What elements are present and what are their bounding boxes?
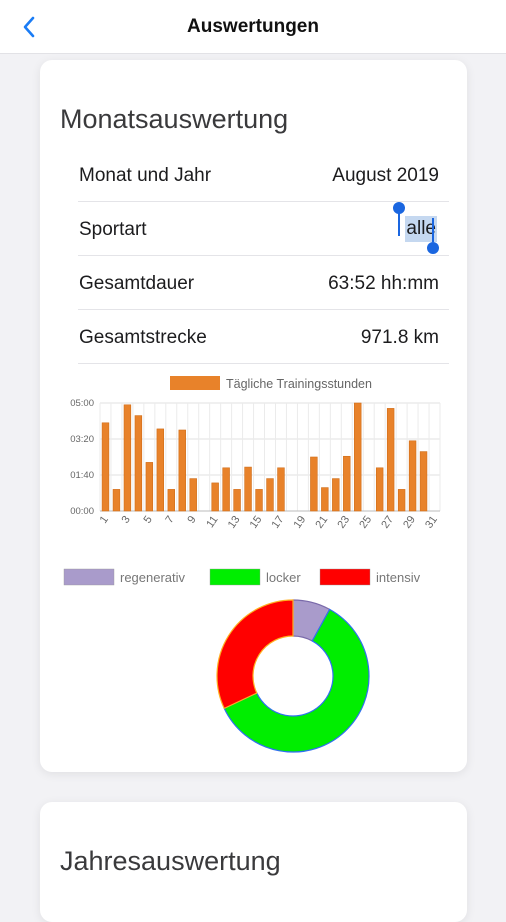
x-tick-label: 23 [335,514,352,531]
y-tick-label: 00:00 [70,506,94,517]
bar-day-16 [266,478,274,512]
bar-day-22 [332,478,340,512]
x-tick-label: 25 [357,514,374,531]
y-tick-label: 05:00 [70,398,94,409]
bar-day-13 [233,489,241,512]
x-tick-label: 21 [313,514,330,531]
bar-day-17 [277,467,285,512]
sport-type-value[interactable]: alle [405,216,437,242]
bar-chart-x-ticks: 1 3 5 7 9 11 13 15 17 19 21 23 25 27 29 31 [98,514,440,531]
total-distance-label: Gesamtstrecke [79,327,207,348]
month-year-label: Monat und Jahr [79,165,212,186]
y-tick-label: 01:40 [70,470,94,481]
row-total-duration: Gesamtdauer 63:52 hh:mm [78,256,449,310]
bar-day-6 [156,428,165,512]
sport-type-label: Sportart [79,219,147,240]
selection-start-handle-bar[interactable] [398,212,400,236]
x-tick-label: 17 [270,514,287,531]
month-year-value: August 2019 [332,165,439,186]
bar-day-12 [222,467,230,512]
bar-day-26 [375,467,384,512]
legend-label-intensiv: intensiv [376,570,421,585]
legend-label-locker: locker [266,570,301,585]
navbar: Auswertungen [0,0,506,54]
bar-day-28 [397,489,406,512]
row-sport-type[interactable]: Sportart alle [78,202,449,256]
chevron-left-icon [23,16,35,38]
x-tick-label: 9 [185,514,198,526]
bar-day-5 [145,462,154,512]
legend-label-regenerativ: regenerativ [120,570,186,585]
back-button[interactable] [14,12,44,42]
training-hours-bar-chart: Tägliche Trainingsstunden 00:00 01:40 03:2… [70,376,441,531]
bar-chart-y-ticks: 00:00 01:40 03:20 05:00 [70,398,94,517]
donut-legend: regenerativ locker intensiv [63,568,421,586]
bar-day-14 [244,466,252,512]
x-tick-label: 13 [226,514,243,531]
x-tick-label: 3 [120,514,133,526]
bar-day-23 [343,455,351,512]
bar-day-27 [386,408,395,512]
x-tick-label: 29 [401,514,418,531]
bar-day-21 [321,487,329,512]
total-distance-value: 971.8 km [360,327,439,348]
bar-chart-legend: Tägliche Trainingsstunden [170,376,372,391]
bar-day-24 [354,402,362,512]
yearly-card: Jahresauswertung [40,802,467,922]
x-tick-label: 15 [248,514,265,531]
bar-day-30 [419,451,428,512]
row-total-distance: Gesamtstrecke 971.8 km [78,310,449,364]
page-title: Auswertungen [187,16,319,37]
bar-day-9 [189,478,197,512]
bar-chart-bars [101,402,428,512]
total-duration-label: Gesamtdauer [79,273,195,294]
x-tick-label: 7 [163,514,176,526]
bar-day-2 [112,489,121,512]
x-tick-label: 31 [423,514,440,531]
x-tick-label: 1 [98,514,111,526]
x-tick-label: 5 [141,514,154,526]
bar-day-1 [101,422,110,512]
selection-end-handle-bar[interactable] [432,218,434,242]
bar-day-29 [408,440,417,512]
bar-day-15 [255,489,263,512]
selection-end-handle[interactable] [427,242,439,254]
legend-swatch-regenerativ [63,568,115,586]
bar-day-3 [123,404,132,512]
donut-slices [216,599,370,753]
monthly-title: Monatsauswertung [60,104,289,134]
x-tick-label: 27 [379,514,396,531]
row-month-year[interactable]: Monat und Jahr August 2019 [78,148,449,202]
bar-day-7 [167,489,175,512]
total-duration-value: 63:52 hh:mm [328,273,439,294]
yearly-title: Jahresauswertung [60,846,281,876]
bar-day-8 [178,429,186,512]
bar-day-11 [211,482,219,512]
legend-swatch-locker [209,568,261,586]
legend-swatch-training-hours [170,376,220,390]
slice-locker [223,608,370,753]
intensity-donut-chart: regenerativ locker intensiv [63,568,421,753]
bar-day-4 [134,415,143,512]
legend-swatch-intensiv [319,568,371,586]
x-tick-label: 11 [204,514,220,530]
bar-chart-grid [99,402,441,512]
legend-label-training-hours: Tägliche Trainingsstunden [226,377,372,391]
x-tick-label: 19 [292,514,309,531]
monthly-card: Monatsauswertung Monat und Jahr August 2… [40,60,467,772]
slice-intensiv [216,599,294,710]
bar-day-20 [310,456,318,512]
y-tick-label: 03:20 [70,434,94,445]
selection-start-handle[interactable] [393,202,405,214]
